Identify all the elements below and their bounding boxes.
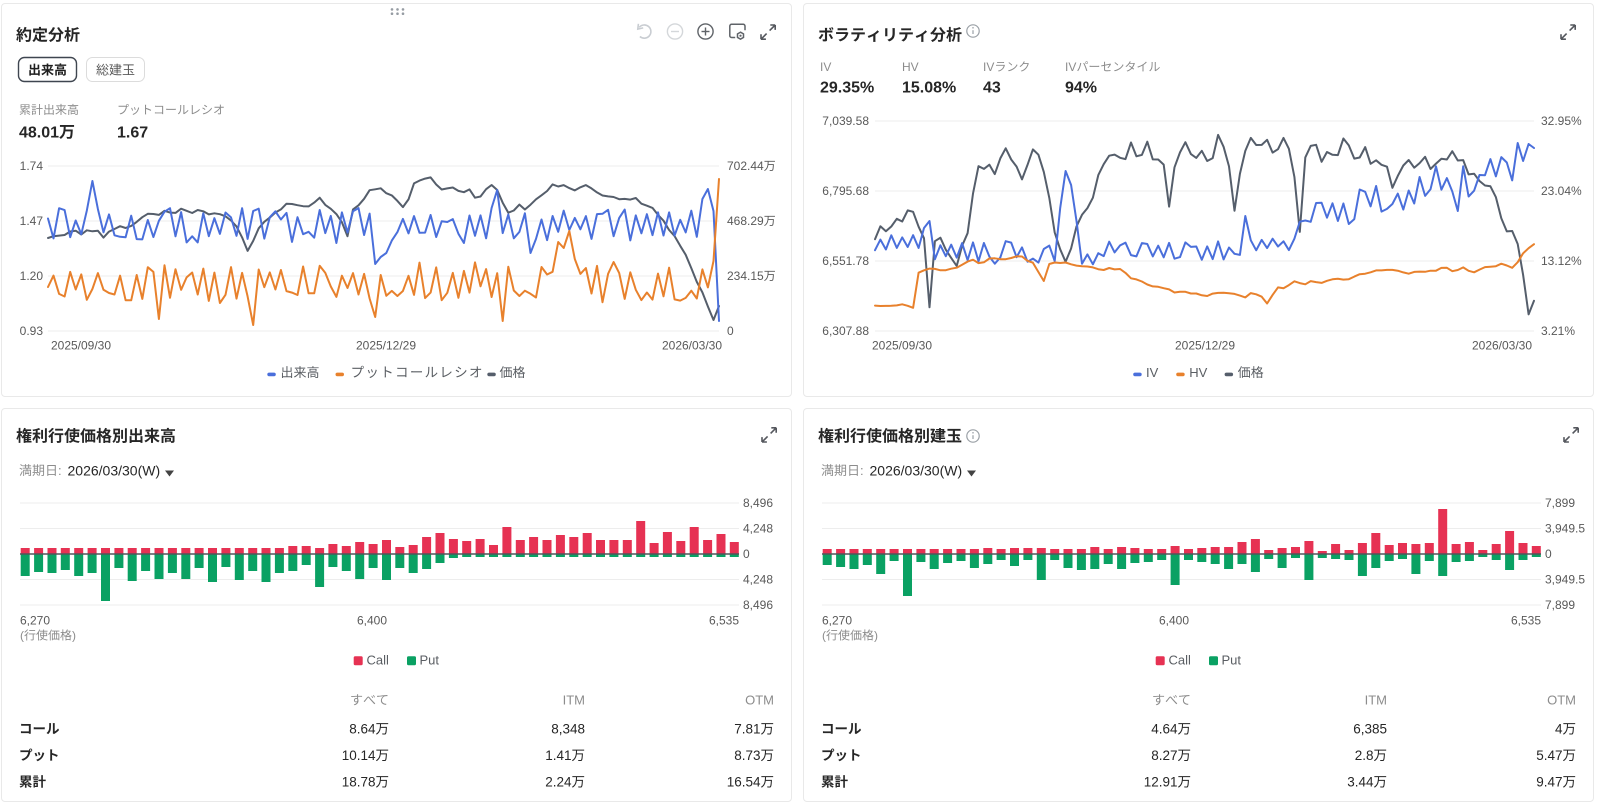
svg-text:(: ( <box>20 629 24 643</box>
svg-text:IV: IV <box>1146 365 1159 380</box>
svg-text:1.74: 1.74 <box>20 159 44 173</box>
svg-text:29.35%: 29.35% <box>820 80 874 97</box>
svg-text:8,496: 8,496 <box>743 496 773 510</box>
svg-text:): ) <box>72 629 76 643</box>
svg-text:7,899: 7,899 <box>1545 496 1575 510</box>
svg-text:1.41: 1.41 <box>545 748 571 763</box>
svg-text:3,949.5: 3,949.5 <box>1545 573 1585 587</box>
svg-text:43: 43 <box>983 80 1001 97</box>
svg-text:Call: Call <box>1169 653 1192 668</box>
svg-text:5.47: 5.47 <box>1536 748 1562 763</box>
svg-text:32.95%: 32.95% <box>1541 114 1582 128</box>
svg-text:8,348: 8,348 <box>551 722 585 737</box>
svg-text:6,307.88: 6,307.88 <box>822 324 869 338</box>
svg-text:3.21%: 3.21% <box>1541 324 1575 338</box>
svg-text:6,270: 6,270 <box>822 614 852 628</box>
svg-text:6,551.78: 6,551.78 <box>822 254 869 268</box>
svg-text:48.01: 48.01 <box>19 125 59 142</box>
svg-text:6,400: 6,400 <box>1159 614 1189 628</box>
svg-text:3,949.5: 3,949.5 <box>1545 522 1585 536</box>
svg-text:7,899: 7,899 <box>1545 598 1575 612</box>
svg-text:15.08%: 15.08% <box>902 80 956 97</box>
svg-text:7,039.58: 7,039.58 <box>822 114 869 128</box>
svg-text:234.15: 234.15 <box>727 269 764 283</box>
svg-text:OTM: OTM <box>1547 693 1576 708</box>
svg-text:18.78: 18.78 <box>342 775 376 790</box>
svg-text:8,496: 8,496 <box>743 598 773 612</box>
svg-text:16.54: 16.54 <box>727 775 761 790</box>
svg-text:Call: Call <box>367 653 390 668</box>
svg-text:12.91: 12.91 <box>1144 775 1178 790</box>
svg-text:): ) <box>874 629 878 643</box>
svg-text:IV: IV <box>983 60 994 74</box>
svg-text:6,535: 6,535 <box>1511 614 1541 628</box>
svg-text::: : <box>58 463 62 478</box>
svg-text:4.64: 4.64 <box>1151 722 1178 737</box>
svg-text:0: 0 <box>727 324 734 338</box>
svg-text:4: 4 <box>1555 722 1563 737</box>
svg-text:6,400: 6,400 <box>357 614 387 628</box>
svg-text:(: ( <box>822 629 826 643</box>
svg-text:2.8: 2.8 <box>1355 748 1374 763</box>
svg-text:9.47: 9.47 <box>1536 775 1562 790</box>
svg-text:ITM: ITM <box>1365 693 1387 708</box>
svg-text:2026/03/30(W): 2026/03/30(W) <box>870 463 963 479</box>
svg-text:HV: HV <box>1189 365 1207 380</box>
svg-text:10.14: 10.14 <box>342 748 376 763</box>
svg-text:2025/12/29: 2025/12/29 <box>356 339 416 353</box>
svg-text::: : <box>860 463 864 478</box>
svg-text:2025/12/29: 2025/12/29 <box>1175 339 1235 353</box>
svg-text:2.24: 2.24 <box>545 775 572 790</box>
svg-text:6,535: 6,535 <box>709 614 739 628</box>
svg-text:23.04%: 23.04% <box>1541 184 1582 198</box>
svg-text:0: 0 <box>743 547 750 561</box>
svg-text:1.20: 1.20 <box>20 269 44 283</box>
svg-text:4,248: 4,248 <box>743 522 773 536</box>
svg-text:8.64: 8.64 <box>349 722 376 737</box>
svg-text:6,795.68: 6,795.68 <box>822 184 869 198</box>
svg-text:8.27: 8.27 <box>1151 748 1177 763</box>
svg-text:2026/03/30: 2026/03/30 <box>662 339 722 353</box>
svg-text:1.47: 1.47 <box>20 214 44 228</box>
svg-text:7.81: 7.81 <box>734 722 760 737</box>
svg-text:0.93: 0.93 <box>20 324 44 338</box>
svg-text:4,248: 4,248 <box>743 573 773 587</box>
svg-text:IV: IV <box>820 60 831 74</box>
svg-text:2025/09/30: 2025/09/30 <box>872 339 932 353</box>
svg-text:Put: Put <box>420 653 440 668</box>
svg-text:8.73: 8.73 <box>734 748 760 763</box>
svg-text:Put: Put <box>1222 653 1242 668</box>
svg-text:2026/03/30: 2026/03/30 <box>1472 339 1532 353</box>
svg-text:IV: IV <box>1065 60 1076 74</box>
svg-text:702.44: 702.44 <box>727 159 764 173</box>
svg-text:6,270: 6,270 <box>20 614 50 628</box>
svg-text:6,385: 6,385 <box>1353 722 1387 737</box>
svg-text:1.67: 1.67 <box>117 125 148 142</box>
svg-text:HV: HV <box>902 60 919 74</box>
svg-text:2026/03/30(W): 2026/03/30(W) <box>68 463 161 479</box>
svg-text:OTM: OTM <box>745 693 774 708</box>
svg-text:ITM: ITM <box>563 693 585 708</box>
svg-text:94%: 94% <box>1065 80 1097 97</box>
svg-text:3.44: 3.44 <box>1347 775 1374 790</box>
svg-text:0: 0 <box>1545 547 1552 561</box>
svg-text:13.12%: 13.12% <box>1541 254 1582 268</box>
svg-text:2025/09/30: 2025/09/30 <box>51 339 111 353</box>
svg-text:468.29: 468.29 <box>727 214 764 228</box>
